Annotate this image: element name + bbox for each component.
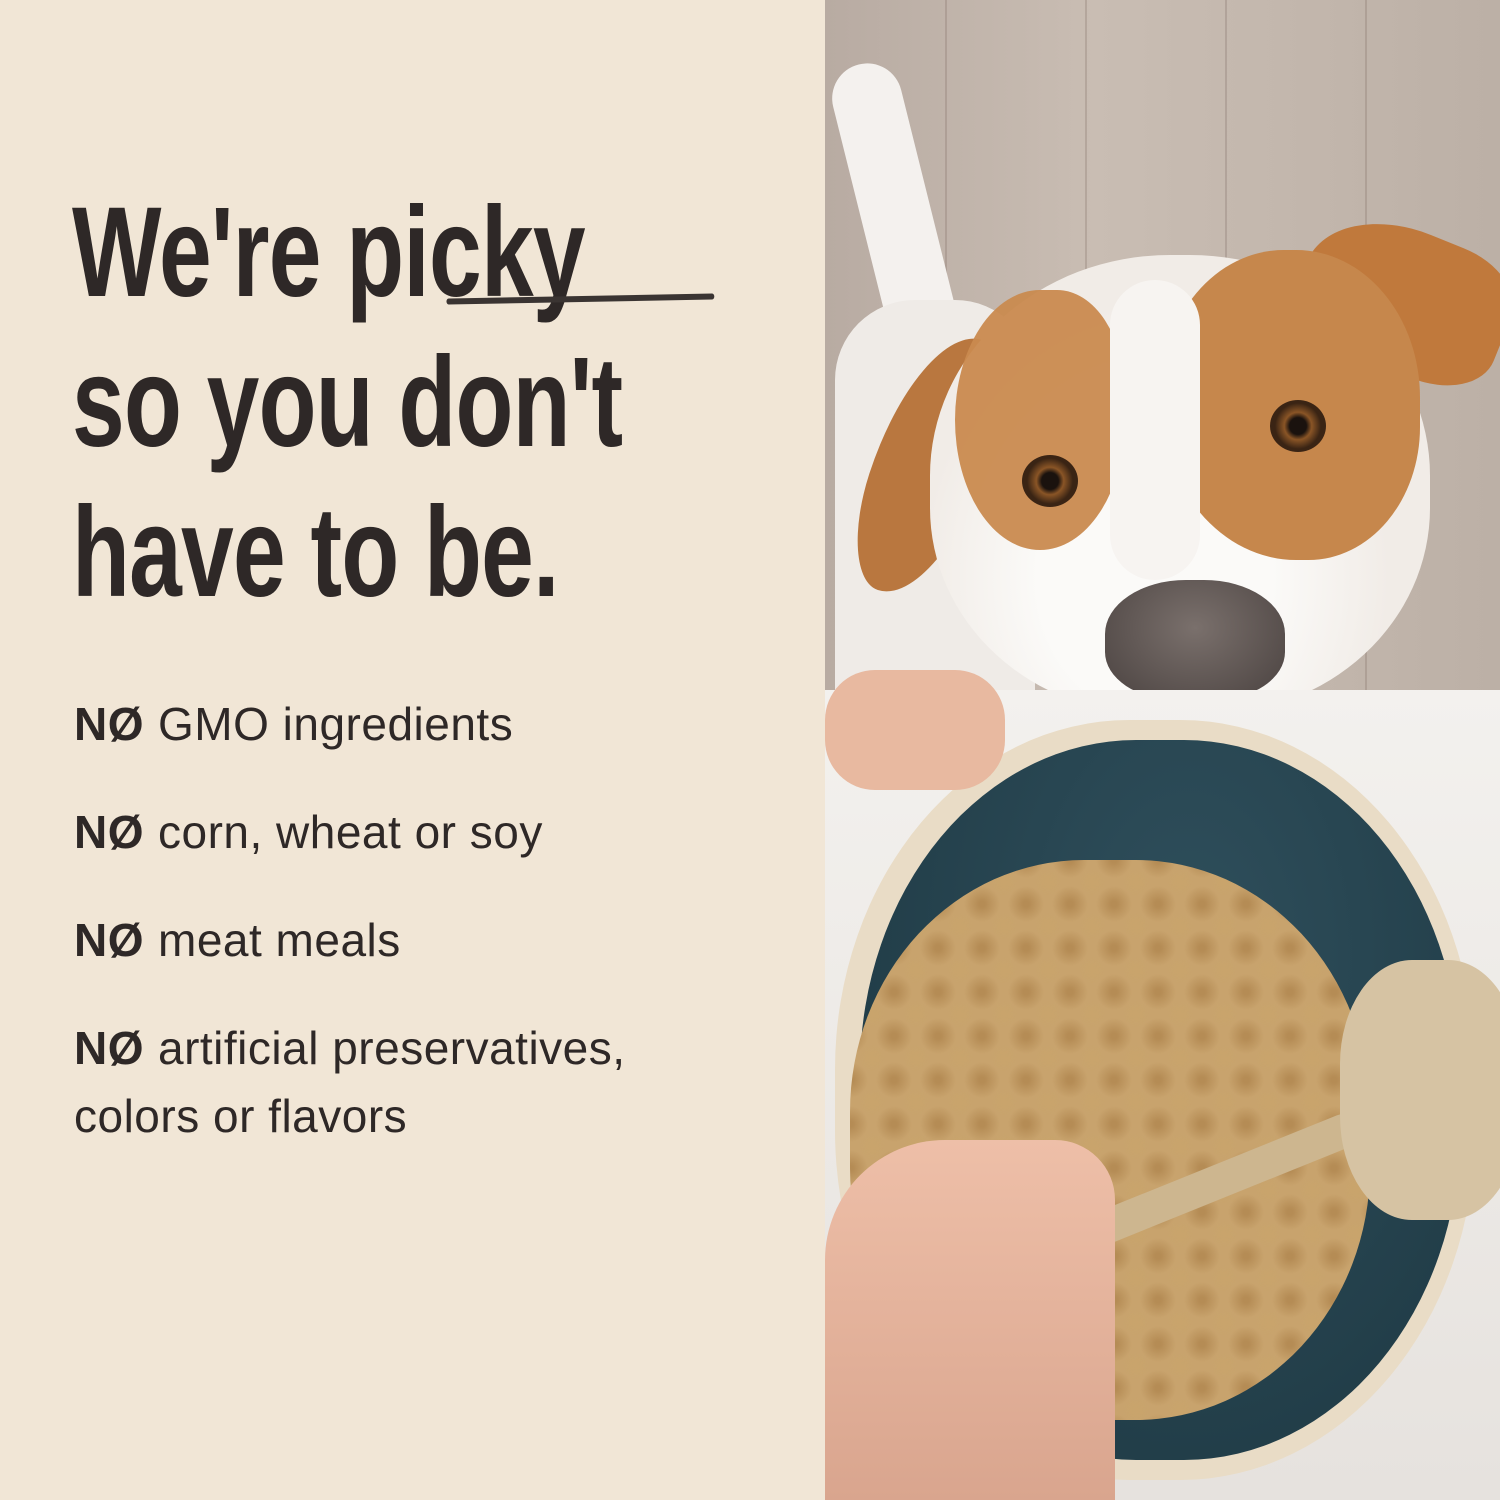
measuring-scoop xyxy=(1340,960,1500,1220)
claim-text: corn, wheat or soy xyxy=(158,806,543,858)
claim-text: meat meals xyxy=(158,914,401,966)
claim-item: NØ meat meals xyxy=(74,906,814,974)
headline-line-3: have to be. xyxy=(72,481,559,624)
claim-prefix: NØ xyxy=(74,806,144,858)
claim-item: NØ artificial preservatives, colors or fl… xyxy=(74,1014,764,1150)
claim-text: GMO ingredients xyxy=(158,698,514,750)
hand-holding-bowl xyxy=(825,670,1005,790)
claims-list: NØ GMO ingredients NØ corn, wheat or soy N… xyxy=(74,690,814,1190)
claim-item: NØ GMO ingredients xyxy=(74,690,814,758)
claim-text: artificial preservatives, colors or flav… xyxy=(74,1022,626,1142)
text-panel: We're picky so you don't have to be. NØ G… xyxy=(72,178,814,1190)
headline-line-2: so you don't xyxy=(72,331,623,474)
claim-prefix: NØ xyxy=(74,1022,144,1074)
dog-blaze xyxy=(1110,280,1200,580)
headline: We're picky so you don't have to be. xyxy=(72,178,812,628)
claim-item: NØ corn, wheat or soy xyxy=(74,798,814,866)
dog-nose xyxy=(1105,580,1285,700)
headline-text: We're xyxy=(72,181,347,324)
claim-prefix: NØ xyxy=(74,698,144,750)
dog-eye-right xyxy=(1270,400,1326,452)
dog-patch-left xyxy=(955,290,1125,550)
claim-prefix: NØ xyxy=(74,914,144,966)
headline-line-1: We're picky xyxy=(72,178,812,328)
hand-holding-scoop xyxy=(825,1140,1115,1500)
dog-eye-left xyxy=(1022,455,1078,507)
